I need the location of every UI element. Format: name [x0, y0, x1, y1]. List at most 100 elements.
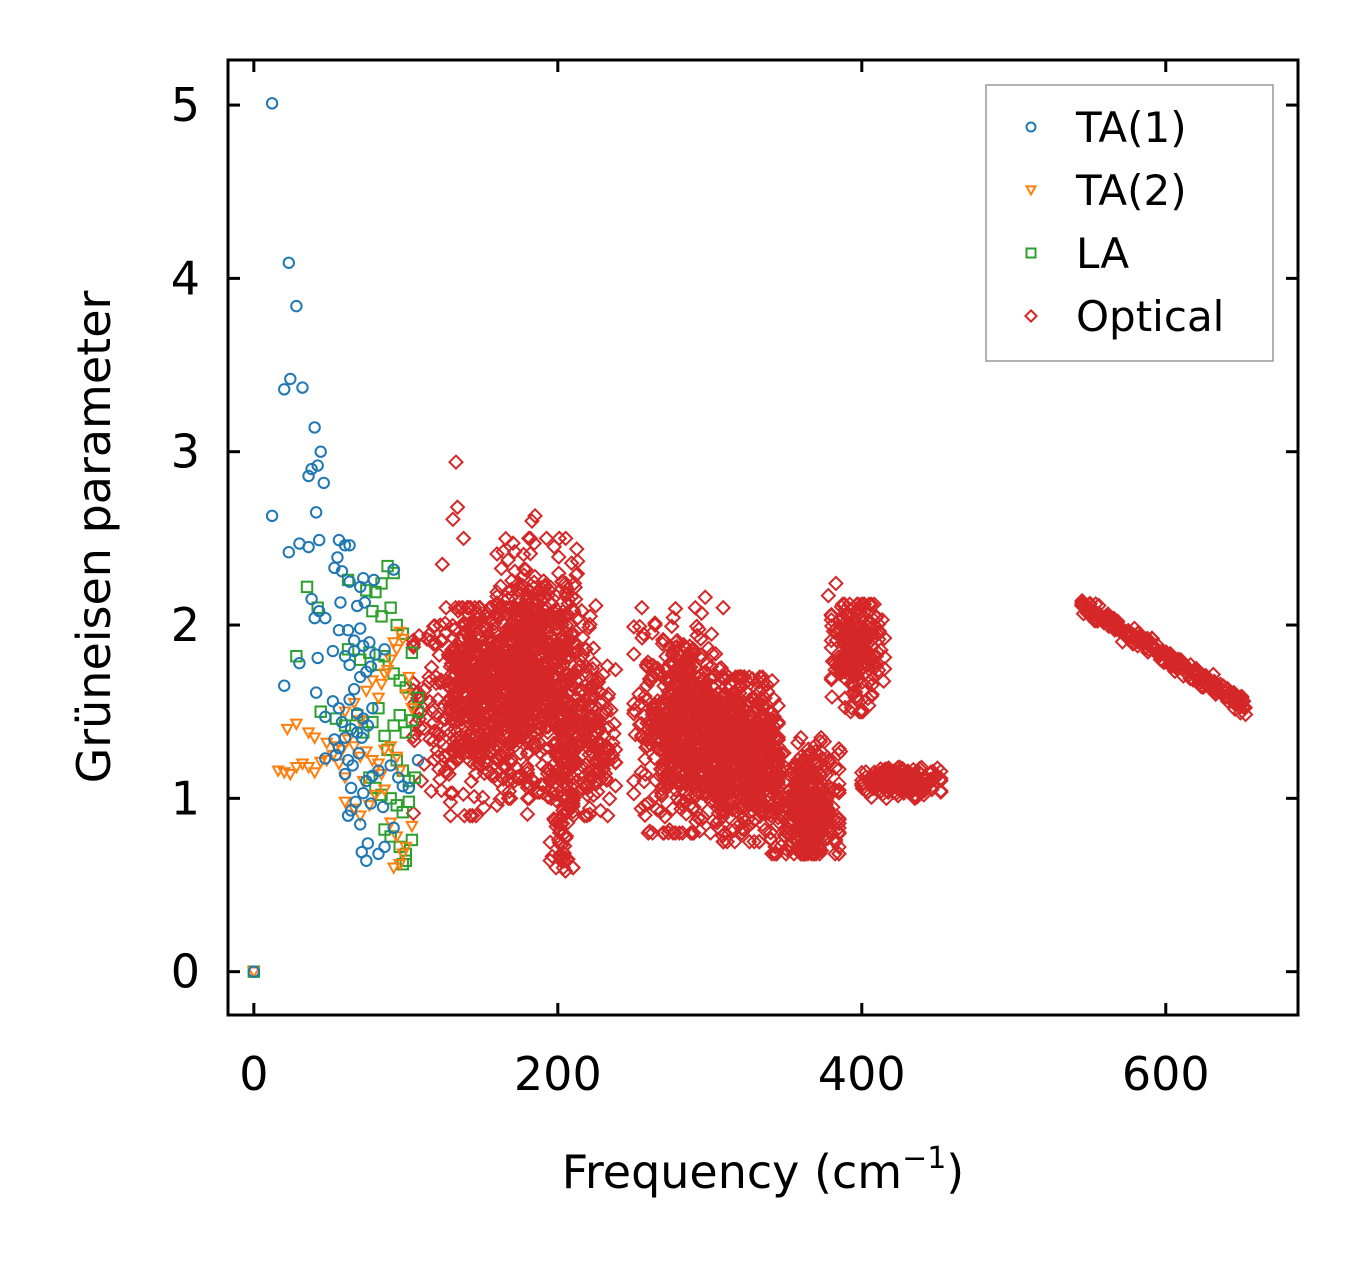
optical-point: [703, 779, 720, 796]
optical-point: [604, 747, 621, 764]
optical-point: [730, 736, 747, 753]
optical-point: [534, 662, 551, 679]
optical-point: [798, 814, 815, 831]
optical-point: [650, 733, 667, 750]
optical-point: [519, 678, 536, 695]
optical-point: [669, 645, 686, 662]
optical-point: [432, 632, 449, 649]
ta1-point: [361, 837, 375, 850]
ta2-point: [395, 633, 410, 647]
optical-point: [495, 638, 512, 654]
optical-point: [735, 821, 752, 838]
y-tick-label: 1: [171, 771, 200, 825]
optical-point: [854, 674, 871, 691]
optical-point: [636, 708, 653, 725]
ta1-point: [402, 781, 416, 795]
optical-point: [565, 795, 581, 812]
optical-point: [720, 669, 737, 685]
ta1-point: [354, 818, 367, 831]
ta2-point: [389, 751, 404, 765]
ta1-point: [284, 372, 297, 386]
optical-point: [1235, 693, 1252, 710]
optical-point: [531, 784, 548, 801]
optical-point: [656, 808, 673, 825]
optical-point: [489, 722, 505, 738]
optical-point: [765, 786, 782, 803]
optical-point: [923, 772, 940, 789]
la-point: [375, 610, 388, 623]
optical-point: [626, 702, 643, 719]
legend: TA(1) TA(2) LA Optical: [985, 84, 1274, 362]
optical-point: [469, 744, 486, 761]
ta2-point: [377, 784, 392, 797]
optical-point: [633, 599, 650, 616]
la-point: [393, 708, 406, 722]
optical-point: [531, 588, 548, 605]
optical-point: [790, 796, 807, 813]
optical-point: [681, 737, 697, 754]
optical-point: [519, 806, 536, 823]
optical-point: [514, 631, 531, 648]
optical-point: [542, 834, 559, 851]
optical-point: [836, 690, 853, 707]
optical-point: [501, 783, 518, 800]
optical-point: [556, 845, 573, 862]
optical-point: [673, 801, 689, 817]
ta1-point: [331, 551, 344, 564]
optical-point: [579, 786, 596, 803]
optical-point: [425, 732, 442, 749]
optical-point: [503, 621, 520, 638]
optical-point: [605, 725, 622, 742]
optical-point: [675, 691, 691, 708]
ta1-point: [357, 786, 370, 800]
optical-point: [712, 766, 729, 783]
ta2-point: [319, 737, 334, 751]
y-axis-label: Grüneisen parameter: [67, 290, 121, 783]
optical-point: [716, 669, 733, 686]
ta1-point: [343, 575, 356, 588]
optical-point: [689, 627, 706, 644]
optical-point: [568, 709, 584, 726]
optical-point: [766, 845, 783, 862]
optical-point: [500, 790, 517, 807]
ta2-point: [347, 741, 362, 754]
optical-point: [706, 669, 723, 685]
ta2-point: [392, 765, 407, 778]
ta1-point: [326, 644, 340, 658]
optical-point: [585, 787, 602, 804]
optical-point: [750, 789, 767, 806]
optical-point: [522, 545, 539, 562]
optical-point: [419, 631, 436, 648]
legend-marker: [1025, 121, 1037, 133]
ta1-point: [282, 546, 295, 559]
ta2-point: [289, 761, 304, 775]
optical-point: [667, 600, 684, 617]
optical-point: [433, 782, 450, 799]
optical-point: [445, 733, 462, 750]
optical-point: [832, 666, 849, 682]
optical-point: [895, 782, 912, 799]
optical-point: [441, 766, 457, 783]
optical-point: [634, 630, 650, 646]
optical-point: [545, 785, 562, 802]
optical-point: [569, 565, 586, 582]
optical-point: [452, 736, 469, 753]
ta1-point: [312, 533, 326, 547]
optical-point: [578, 728, 594, 744]
optical-point: [722, 738, 739, 755]
optical-point: [497, 698, 514, 715]
ta1-point: [346, 759, 359, 772]
optical-point: [532, 721, 549, 737]
optical-point: [849, 668, 866, 685]
ta2-point: [371, 692, 386, 706]
ta2-point: [307, 767, 322, 780]
optical-point: [550, 549, 567, 565]
optical-point: [467, 765, 484, 782]
optical-point: [875, 673, 892, 690]
optical-point: [557, 584, 574, 601]
optical-point: [428, 675, 445, 692]
ta1-point: [247, 965, 261, 978]
optical-point: [712, 706, 729, 723]
optical-point: [489, 633, 505, 650]
optical-point: [525, 695, 542, 712]
